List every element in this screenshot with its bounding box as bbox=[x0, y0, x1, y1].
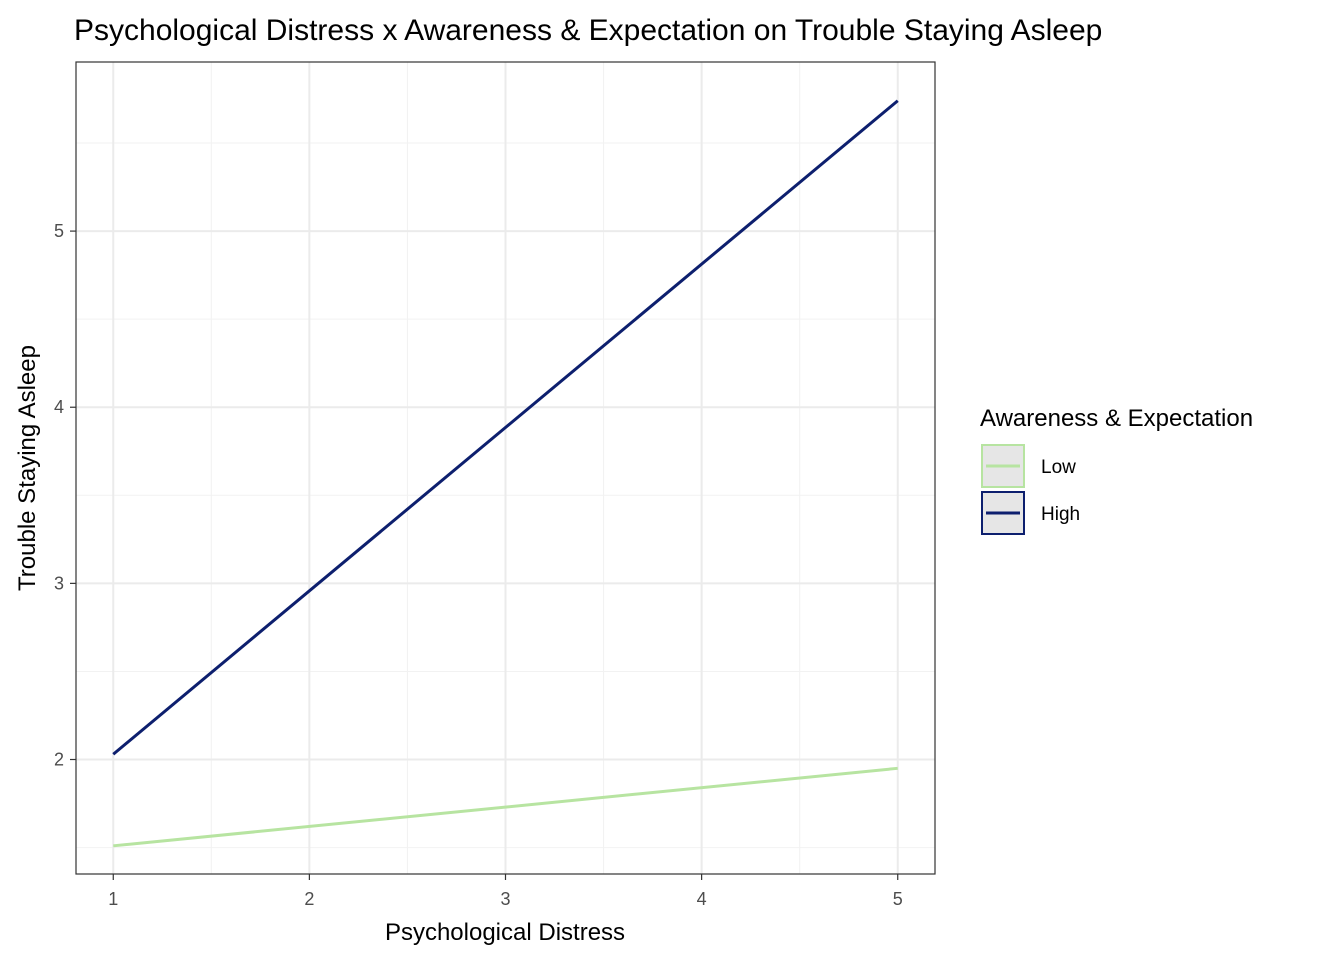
y-axis-title: Trouble Staying Asleep bbox=[14, 345, 41, 591]
x-axis-title: Psychological Distress bbox=[385, 919, 625, 946]
series-lines bbox=[112, 99, 899, 848]
chart-title: Psychological Distress x Awareness & Exp… bbox=[74, 14, 1102, 47]
y-tick-label: 2 bbox=[54, 750, 64, 770]
plot-panel bbox=[75, 61, 936, 875]
legend-title: Awareness & Expectation bbox=[980, 405, 1253, 432]
x-tick-label: 1 bbox=[108, 889, 118, 909]
y-tick-label: 3 bbox=[54, 573, 64, 593]
x-tick-label: 5 bbox=[893, 889, 903, 909]
series-line-low bbox=[113, 766, 898, 848]
legend-label-low: Low bbox=[1041, 457, 1076, 478]
legend-items: Low High bbox=[981, 444, 1080, 535]
series-line-high bbox=[112, 99, 899, 756]
y-tick-label: 4 bbox=[54, 397, 64, 417]
y-tick-label: 5 bbox=[54, 221, 64, 241]
y-axis-ticks: 2 3 4 5 bbox=[54, 221, 76, 770]
major-gridlines bbox=[76, 62, 935, 874]
legend-label-high: High bbox=[1041, 504, 1080, 525]
x-tick-label: 4 bbox=[697, 889, 707, 909]
x-axis-ticks: 1 2 3 4 5 bbox=[108, 874, 903, 909]
x-tick-label: 2 bbox=[304, 889, 314, 909]
x-tick-label: 3 bbox=[500, 889, 510, 909]
legend: Awareness & Expectation Low High bbox=[980, 405, 1253, 535]
